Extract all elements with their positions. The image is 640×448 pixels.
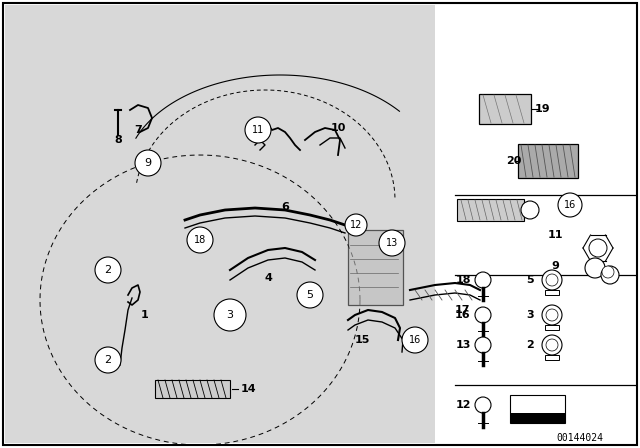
Text: 20: 20 — [506, 156, 522, 166]
Text: 19: 19 — [535, 104, 551, 114]
Circle shape — [345, 214, 367, 236]
Text: 5: 5 — [526, 275, 534, 285]
Text: 16: 16 — [455, 310, 471, 320]
Bar — [545, 355, 559, 360]
Text: 12: 12 — [455, 400, 471, 410]
Bar — [5, 5, 435, 443]
Circle shape — [546, 309, 558, 321]
FancyBboxPatch shape — [479, 94, 531, 124]
Circle shape — [475, 397, 491, 413]
Circle shape — [402, 327, 428, 353]
Circle shape — [589, 239, 607, 257]
Circle shape — [585, 258, 605, 278]
Circle shape — [245, 117, 271, 143]
Text: 2: 2 — [104, 265, 111, 275]
Text: 18: 18 — [455, 275, 471, 285]
Text: 2: 2 — [526, 340, 534, 350]
FancyBboxPatch shape — [457, 199, 524, 221]
Text: 17: 17 — [454, 305, 470, 315]
Circle shape — [135, 150, 161, 176]
Text: 4: 4 — [264, 273, 272, 283]
Circle shape — [95, 257, 121, 283]
Text: 16: 16 — [564, 200, 576, 210]
Text: 14: 14 — [240, 384, 256, 394]
Text: 1: 1 — [141, 310, 149, 320]
Text: 5: 5 — [307, 290, 314, 300]
Bar — [348, 230, 403, 305]
Bar — [510, 413, 565, 423]
Circle shape — [521, 201, 539, 219]
Circle shape — [542, 335, 562, 355]
Text: 7: 7 — [134, 125, 142, 135]
Text: 13: 13 — [386, 238, 398, 248]
Text: 9: 9 — [145, 158, 152, 168]
Text: 9: 9 — [551, 261, 559, 271]
Circle shape — [475, 272, 491, 288]
Bar — [155, 380, 230, 398]
Bar — [510, 395, 565, 423]
Circle shape — [475, 337, 491, 353]
Text: 00144024: 00144024 — [557, 433, 604, 443]
Text: 3: 3 — [526, 310, 534, 320]
Text: 10: 10 — [330, 123, 346, 133]
Circle shape — [187, 227, 213, 253]
Text: 2: 2 — [104, 355, 111, 365]
Circle shape — [546, 274, 558, 286]
FancyBboxPatch shape — [518, 144, 578, 178]
Circle shape — [558, 193, 582, 217]
Text: 8: 8 — [114, 135, 122, 145]
Bar — [545, 325, 559, 330]
Text: 12: 12 — [350, 220, 362, 230]
Circle shape — [95, 347, 121, 373]
Circle shape — [542, 270, 562, 290]
Text: 18: 18 — [194, 235, 206, 245]
Circle shape — [214, 299, 246, 331]
Text: 15: 15 — [355, 335, 370, 345]
Circle shape — [297, 282, 323, 308]
Bar — [545, 290, 559, 295]
Text: 6: 6 — [281, 202, 289, 212]
Circle shape — [379, 230, 405, 256]
Circle shape — [475, 307, 491, 323]
Circle shape — [546, 339, 558, 351]
Text: 11: 11 — [547, 230, 563, 240]
Circle shape — [602, 266, 614, 278]
Text: 11: 11 — [252, 125, 264, 135]
Text: 3: 3 — [227, 310, 234, 320]
Circle shape — [542, 305, 562, 325]
Text: 13: 13 — [455, 340, 470, 350]
Text: 16: 16 — [409, 335, 421, 345]
Circle shape — [601, 266, 619, 284]
